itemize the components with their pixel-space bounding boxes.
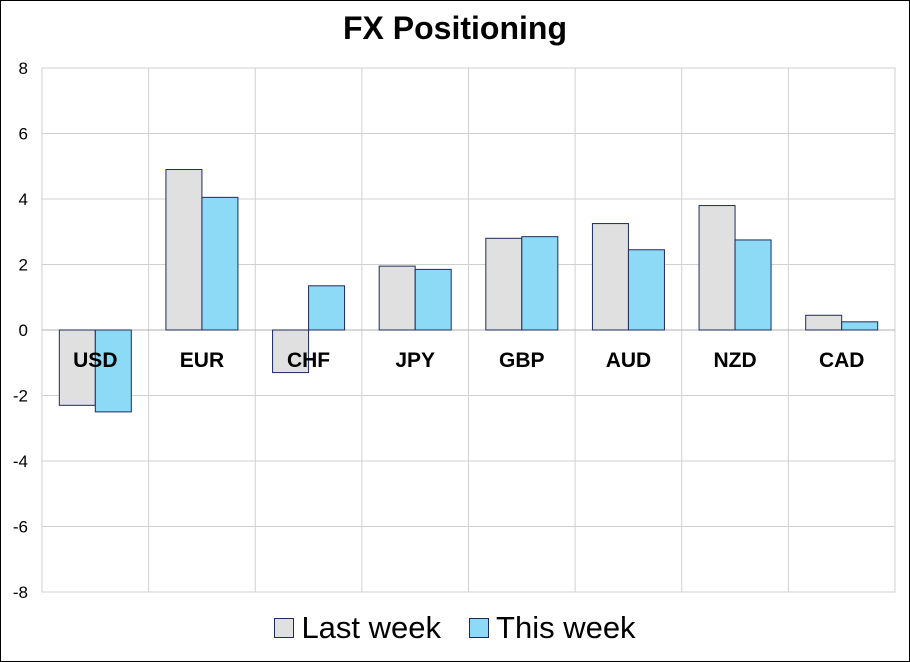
y-tick-label: 6 [19,125,28,144]
bar-last-week-eur [165,169,203,331]
bar-this-week-cad [841,321,879,331]
bar-this-week-aud [627,249,665,331]
x-category-label: AUD [606,349,652,372]
legend-label-last-week: Last week [301,610,442,645]
y-tick-label: 8 [19,59,28,78]
bar-this-week-jpy [414,268,452,331]
x-category-label: USD [73,349,117,372]
x-category-label: EUR [180,349,224,372]
bar-last-week-cad [805,314,843,331]
x-category-label: CHF [287,349,330,372]
x-category-label: CAD [819,349,865,372]
x-category-label: GBP [499,349,545,372]
bar-last-week-jpy [378,265,416,331]
chart-legend: Last week This week [0,610,910,646]
y-tick-label: -6 [13,518,28,537]
y-tick-label: -2 [13,387,28,406]
bar-last-week-usd [58,329,96,406]
bar-this-week-eur [201,196,239,331]
chart-title: FX Positioning [343,10,567,46]
bar-last-week-gbp [485,237,523,331]
legend-swatch-last-week [274,618,295,638]
legend-label-this-week: This week [496,610,636,645]
bar-this-week-nzd [734,239,772,331]
y-tick-label: 0 [19,321,28,340]
legend-item-last-week: Last week [274,610,441,646]
y-tick-label: 4 [19,190,28,209]
legend-swatch-this-week [469,618,490,638]
legend-item-this-week: This week [469,610,636,646]
y-tick-label: -4 [13,452,28,471]
bar-last-week-aud [591,223,629,331]
bar-last-week-nzd [698,205,736,331]
bar-this-week-chf [308,285,346,331]
bar-this-week-usd [94,329,132,413]
bar-last-week-chf [272,329,310,374]
y-tick-label: 2 [19,256,28,275]
x-category-label: JPY [395,349,435,372]
y-tick-label: -8 [13,583,28,602]
x-category-label: NZD [713,349,756,372]
bar-this-week-gbp [521,236,559,331]
